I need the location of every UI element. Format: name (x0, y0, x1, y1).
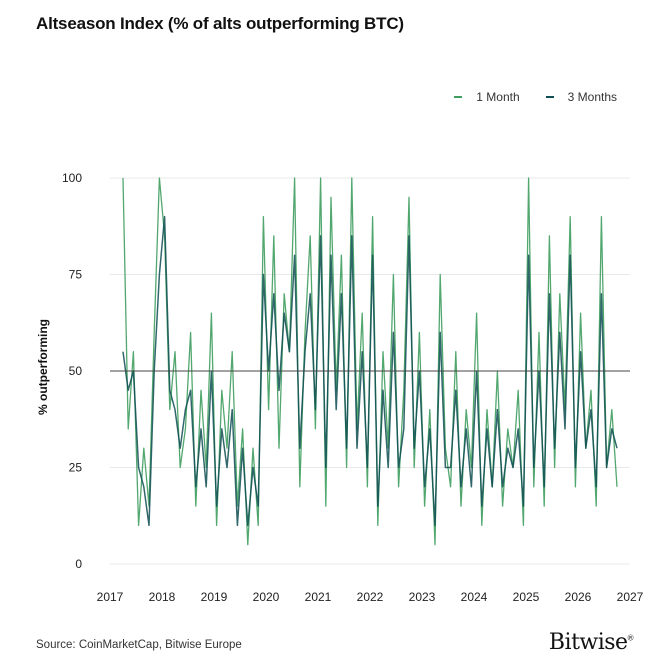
chart-title: Altseason Index (% of alts outperforming… (36, 14, 404, 33)
x-tick-label-2025: 2025 (513, 590, 540, 604)
y-tick-label-100: 100 (62, 171, 82, 185)
y-tick-label-25: 25 (69, 461, 83, 475)
y-tick-label-0: 0 (75, 557, 82, 571)
brand-name: Bitwise (548, 630, 628, 655)
legend-item-1-month: 1 Month (454, 90, 520, 104)
y-tick-labels: 0 25 50 75 100 (62, 171, 82, 571)
y-tick-label-50: 50 (69, 364, 83, 378)
legend-swatch-1-month (454, 96, 463, 98)
series-line-3-months (122, 215, 618, 527)
source-note: Source: CoinMarketCap, Bitwise Europe (36, 639, 242, 651)
x-tick-label-2018: 2018 (149, 590, 176, 604)
x-tick-labels: 2017 2018 2019 2020 2021 2022 2023 2024 2025 2026… (97, 590, 644, 604)
y-tick-label-75: 75 (69, 268, 83, 282)
x-tick-label-2019: 2019 (201, 590, 228, 604)
series-lines (122, 177, 618, 546)
legend-label-3-months: 3 Months (567, 90, 617, 104)
legend-label-1-month: 1 Month (476, 90, 520, 104)
brand-logo: Bitwise® (548, 630, 634, 655)
x-tick-label-2023: 2023 (409, 590, 436, 604)
brand-registered-mark: ® (627, 633, 634, 643)
legend: 1 Month 3 Months (454, 90, 617, 104)
x-tick-label-2024: 2024 (461, 590, 488, 604)
x-tick-label-2017: 2017 (97, 590, 124, 604)
legend-swatch-3-months (545, 96, 554, 98)
x-tick-label-2022: 2022 (357, 590, 384, 604)
x-tick-label-2021: 2021 (305, 590, 332, 604)
x-tick-label-2026: 2026 (565, 590, 592, 604)
x-tick-label-2027: 2027 (617, 590, 644, 604)
x-tick-label-2020: 2020 (253, 590, 280, 604)
legend-item-3-months: 3 Months (545, 90, 617, 104)
